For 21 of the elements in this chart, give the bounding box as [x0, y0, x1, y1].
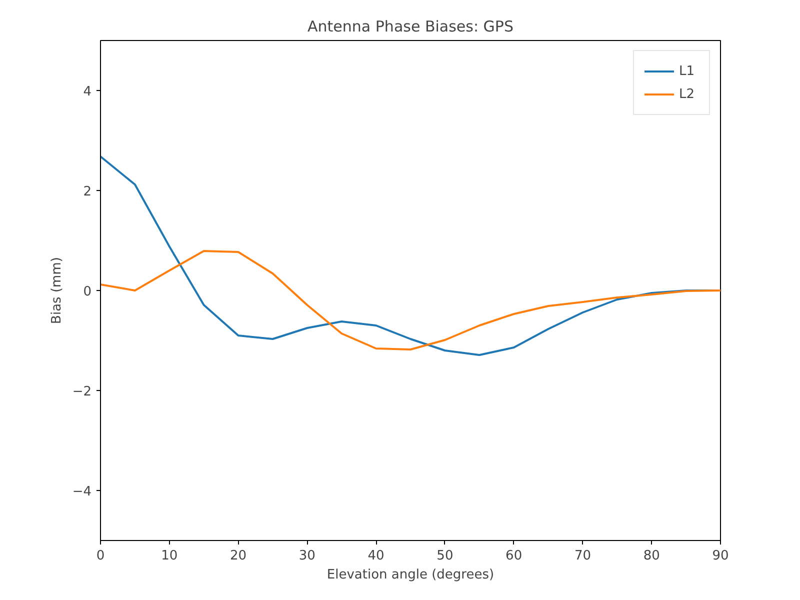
x-tick-label: 30: [298, 548, 316, 564]
x-tick-label: 70: [574, 548, 591, 564]
line-series: [100, 250, 720, 350]
y-tick-label: −2: [72, 384, 92, 400]
x-tick-label: 80: [643, 548, 660, 564]
y-tick-label: 0: [83, 284, 92, 300]
x-tick-label: 60: [506, 548, 522, 564]
legend-label: L1: [679, 64, 696, 78]
y-axis-title: Bias (mm): [49, 257, 64, 324]
x-tick-label: 0: [96, 548, 105, 564]
x-tick-label: 50: [436, 548, 454, 564]
x-tick-label: 90: [712, 548, 729, 564]
y-tick-label: 4: [83, 84, 92, 100]
chart-title: Antenna Phase Biases: GPS: [308, 18, 514, 36]
y-tick-label: −4: [72, 484, 92, 500]
y-tick-label: 2: [83, 184, 92, 200]
x-tick-label: 40: [368, 548, 384, 564]
legend-label: L2: [679, 86, 696, 102]
x-axis-title: Elevation angle (degrees): [326, 568, 494, 582]
x-tick-label: 10: [161, 548, 178, 564]
x-tick-label: 20: [230, 548, 247, 564]
